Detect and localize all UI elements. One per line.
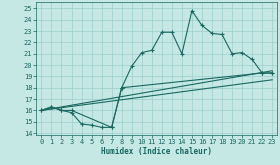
X-axis label: Humidex (Indice chaleur): Humidex (Indice chaleur) [101,147,212,156]
